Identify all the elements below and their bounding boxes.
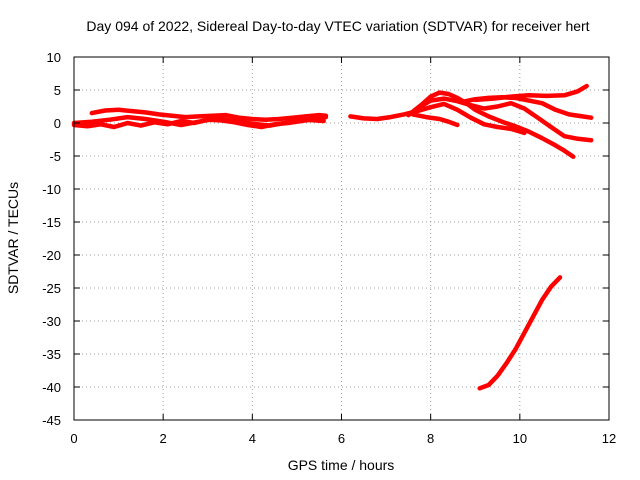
x-tick-label: 2 <box>160 431 167 446</box>
y-tick-label: -25 <box>42 281 61 296</box>
y-tick-label: -30 <box>42 314 61 329</box>
series-line-track-8 <box>473 83 589 103</box>
series-line-track-10 <box>477 275 563 391</box>
chart-title: Day 094 of 2022, Sidereal Day-to-day VTE… <box>86 18 589 34</box>
x-axis-label: GPS time / hours <box>288 457 395 473</box>
series-line-track-6 <box>419 96 594 143</box>
x-tick-label: 8 <box>427 431 434 446</box>
y-tick-label: -15 <box>42 215 61 230</box>
x-tick-label: 4 <box>249 431 256 446</box>
x-tick-label: 12 <box>602 431 616 446</box>
x-tick-label: 6 <box>338 431 345 446</box>
y-tick-label: 5 <box>54 83 61 98</box>
y-tick-label: -20 <box>42 248 61 263</box>
y-tick-label: 10 <box>47 50 61 65</box>
y-tick-label: -45 <box>42 413 61 428</box>
y-tick-label: -10 <box>42 182 61 197</box>
x-tick-label: 10 <box>513 431 527 446</box>
series-layer <box>71 83 594 391</box>
y-tick-label: -5 <box>49 149 61 164</box>
series-line-track-2 <box>89 107 329 122</box>
x-tick-label: 0 <box>70 431 77 446</box>
y-tick-label: 0 <box>54 116 61 131</box>
y-tick-label: -35 <box>42 347 61 362</box>
series-line-track-9 <box>410 112 460 128</box>
series-line-track-3 <box>71 114 326 128</box>
tick-layer: 0 2 4 6 8 10 12 10 5 0 -5 -10 -15 -20 -25 -30 -35 -40 -45 <box>42 50 616 446</box>
series-line-track-4 <box>348 101 527 136</box>
y-axis-label: SDTVAR / TECUs <box>5 182 21 294</box>
y-tick-label: -40 <box>42 380 61 395</box>
series-line-track-5 <box>406 90 576 159</box>
